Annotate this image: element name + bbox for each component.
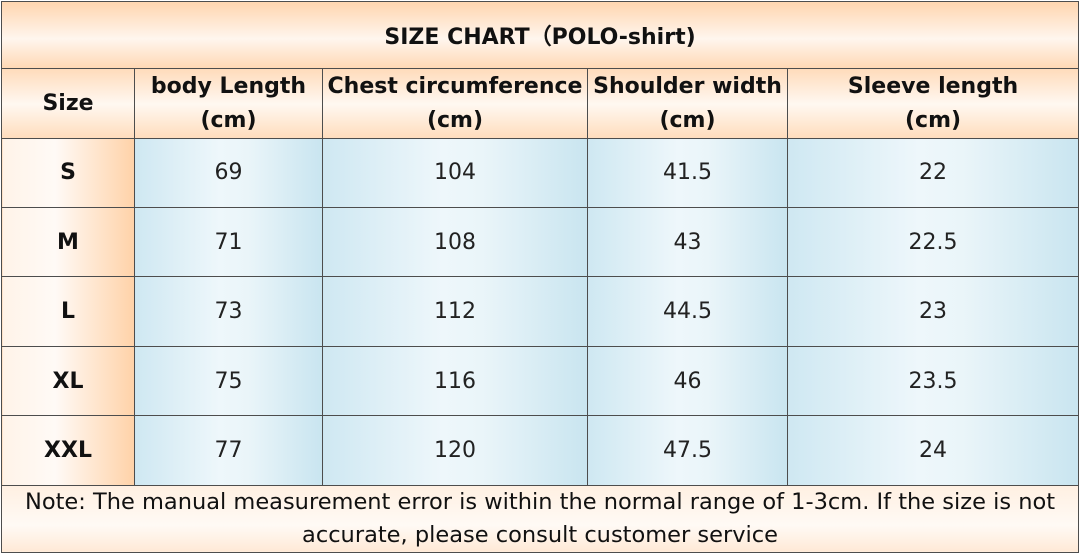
header-chest-label: Chest circumference [327, 73, 583, 99]
shoulder-cell: 43 [587, 207, 788, 278]
body-length-cell: 69 [134, 137, 323, 209]
header-size-label: Size [42, 90, 94, 116]
sleeve-cell: 22.5 [786, 207, 1080, 278]
table-row: L 73 112 44.5 23 [1, 276, 1080, 347]
size-cell: L [1, 276, 135, 347]
header-chest-unit: (cm) [426, 107, 484, 133]
table-row: XL 75 116 46 23.5 [1, 345, 1080, 417]
header-row: Size body Length (cm) Chest circumferenc… [1, 68, 1080, 139]
sleeve-cell: 23 [786, 276, 1080, 347]
note-line-2: accurate, please consult customer servic… [302, 521, 779, 548]
header-body-length: body Length (cm) [134, 68, 323, 139]
table-row: S 69 104 41.5 22 [1, 137, 1080, 209]
size-cell: XXL [1, 415, 135, 486]
sleeve-cell: 24 [786, 415, 1080, 486]
sleeve-cell: 22 [786, 137, 1080, 209]
sleeve-cell: 23.5 [786, 345, 1080, 417]
shoulder-cell: 47.5 [587, 415, 788, 486]
table-row: XXL 77 120 47.5 24 [1, 415, 1080, 486]
size-cell: S [1, 137, 135, 209]
shoulder-cell: 41.5 [587, 137, 788, 209]
chest-cell: 120 [322, 415, 588, 486]
header-shoulder: Shoulder width (cm) [587, 68, 788, 139]
size-cell: M [1, 207, 135, 278]
body-length-cell: 71 [134, 207, 323, 278]
header-chest: Chest circumference (cm) [322, 68, 588, 139]
header-shoulder-unit: (cm) [659, 107, 716, 133]
body-length-cell: 75 [134, 345, 323, 417]
header-shoulder-label: Shoulder width [593, 73, 782, 99]
header-sleeve-label: Sleeve length [847, 73, 1019, 99]
body-length-cell: 73 [134, 276, 323, 347]
note-line-1: Note: The manual measurement error is wi… [25, 488, 1056, 515]
body-length-cell: 77 [134, 415, 323, 486]
header-body-length-label: body Length [150, 73, 307, 99]
chest-cell: 116 [322, 345, 588, 417]
chest-cell: 104 [322, 137, 588, 209]
shoulder-cell: 46 [587, 345, 788, 417]
shoulder-cell: 44.5 [587, 276, 788, 347]
header-sleeve-unit: (cm) [904, 107, 962, 133]
size-cell: XL [1, 345, 135, 417]
measurement-note: Note: The manual measurement error is wi… [0, 484, 1080, 554]
chest-cell: 112 [322, 276, 588, 347]
chest-cell: 108 [322, 207, 588, 278]
header-sleeve: Sleeve length (cm) [786, 68, 1080, 139]
header-body-length-unit: (cm) [200, 107, 257, 133]
header-size: Size [1, 68, 135, 139]
chart-title: SIZE CHART（POLO-shirt) [0, 0, 1080, 70]
table-row: M 71 108 43 22.5 [1, 207, 1080, 278]
